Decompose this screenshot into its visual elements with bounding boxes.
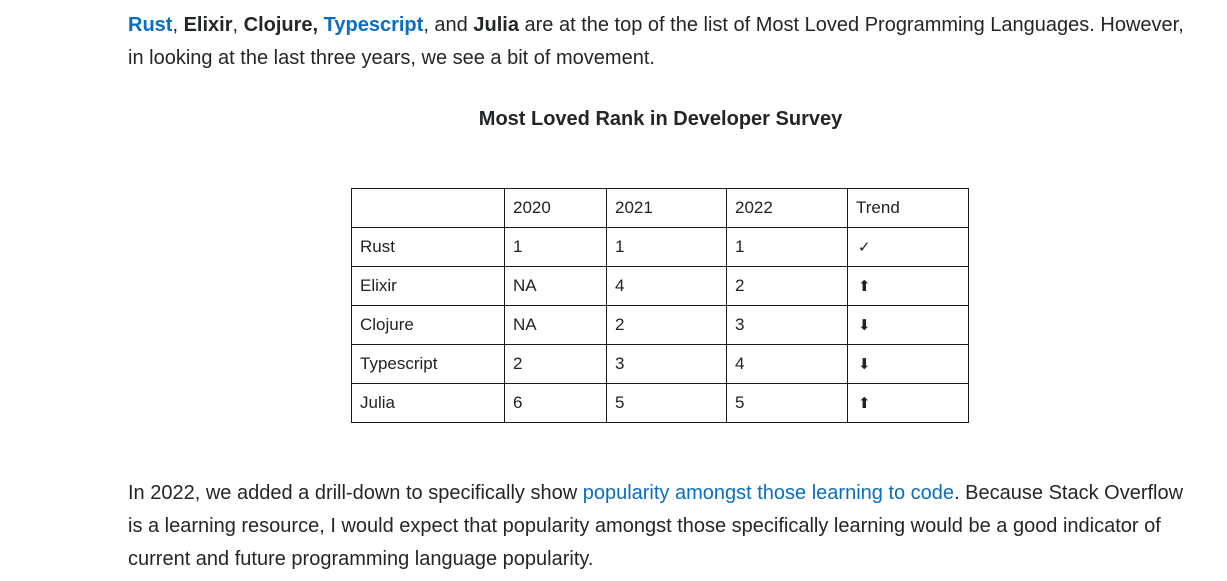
- table-row: Julia 6 5 5 ⬆: [351, 383, 969, 423]
- rank-cell: 3: [726, 305, 848, 345]
- rank-cell: 6: [504, 383, 607, 423]
- language-cell: Rust: [351, 227, 505, 267]
- table-row: Elixir NA 4 2 ⬆: [351, 266, 969, 306]
- trend-up-icon: ⬆: [847, 383, 969, 423]
- rank-cell: 2: [504, 344, 607, 384]
- rank-cell: 2: [606, 305, 727, 345]
- rank-cell: 1: [504, 227, 607, 267]
- rank-cell: 5: [726, 383, 848, 423]
- language-cell: Julia: [351, 383, 505, 423]
- intro-sep-1: ,: [172, 14, 184, 36]
- table-row: Typescript 2 3 4 ⬇: [351, 344, 969, 384]
- rank-cell: NA: [504, 305, 607, 345]
- elixir-label: Elixir: [183, 14, 233, 36]
- table-row: Rust 1 1 1 ✓: [351, 227, 969, 267]
- intro-sep-4: , and: [423, 14, 474, 36]
- table-row: Clojure NA 2 3 ⬇: [351, 305, 969, 345]
- intro-rest-text: are at the top of the list of Most Loved…: [128, 14, 1184, 69]
- language-cell: Elixir: [351, 266, 505, 306]
- table-title: Most Loved Rank in Developer Survey: [478, 108, 843, 130]
- header-cell-2022: 2022: [726, 188, 848, 228]
- language-cell: Clojure: [351, 305, 505, 345]
- table-header-row: 2020 2021 2022 Trend: [351, 188, 969, 228]
- rank-cell: 4: [726, 344, 848, 384]
- julia-label: Julia: [473, 14, 519, 36]
- rust-link[interactable]: Rust: [128, 14, 173, 36]
- intro-sep-2: ,: [232, 14, 244, 36]
- rank-table: 2020 2021 2022 Trend Rust 1 1 1 ✓ Elixir…: [351, 188, 969, 423]
- intro-paragraph: Rust, Elixir, Clojure, Typescript, and J…: [128, 9, 1188, 75]
- learning-popularity-link[interactable]: popularity amongst those learning to cod…: [582, 482, 955, 504]
- header-cell-empty: [351, 188, 505, 228]
- rank-cell: 1: [606, 227, 727, 267]
- outro-text-before: In 2022, we added a drill-down to specif…: [128, 482, 583, 504]
- header-cell-2020: 2020: [504, 188, 607, 228]
- clojure-label: Clojure,: [243, 14, 319, 36]
- trend-check-icon: ✓: [847, 227, 969, 267]
- trend-down-icon: ⬇: [847, 344, 969, 384]
- rank-cell: 4: [606, 266, 727, 306]
- rank-cell: NA: [504, 266, 607, 306]
- rank-cell: 2: [726, 266, 848, 306]
- header-cell-trend: Trend: [847, 188, 969, 228]
- rank-cell: 1: [726, 227, 848, 267]
- rank-cell: 5: [606, 383, 727, 423]
- header-cell-2021: 2021: [606, 188, 727, 228]
- trend-up-icon: ⬆: [847, 266, 969, 306]
- outro-text-after: . Because Stack Overflow is a learning r…: [128, 482, 1184, 570]
- typescript-link[interactable]: Typescript: [323, 14, 424, 36]
- rank-cell: 3: [606, 344, 727, 384]
- trend-down-icon: ⬇: [847, 305, 969, 345]
- language-cell: Typescript: [351, 344, 505, 384]
- outro-paragraph: In 2022, we added a drill-down to specif…: [128, 477, 1188, 576]
